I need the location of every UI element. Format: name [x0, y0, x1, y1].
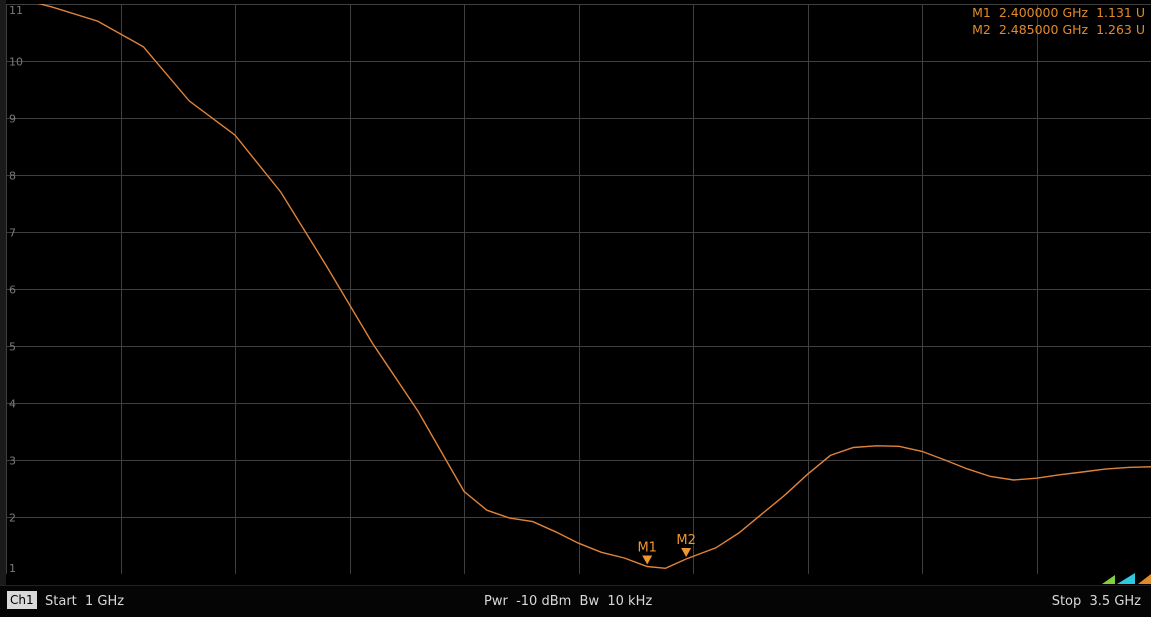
chart-svg: 11 10 9 8 7 6 5 4 3 2 1 M1 M2: [6, 4, 1151, 574]
scale-triangle-icon: [1117, 573, 1135, 584]
marker-readout: M1 2.400000 GHz 1.131 U M2 2.485000 GHz …: [972, 4, 1145, 38]
marker-triangle-icon[interactable]: [642, 555, 653, 565]
marker-name: M2: [972, 22, 991, 37]
y-tick-label: 2: [9, 512, 16, 525]
y-tick-label: 11: [9, 4, 23, 17]
marker-label: M1: [637, 541, 657, 556]
left-edge-bar: [0, 0, 6, 585]
power-bandwidth[interactable]: Pwr -10 dBm Bw 10 kHz: [484, 594, 653, 609]
marker-label: M2: [676, 533, 696, 548]
scale-triangle-icon: [1138, 574, 1151, 584]
marker-readout-row: M1 2.400000 GHz 1.131 U: [972, 4, 1145, 21]
y-tick-label: 6: [9, 284, 16, 297]
y-tick-label: 3: [9, 455, 16, 468]
marker-triangle-icon[interactable]: [681, 548, 692, 558]
marker-readout-row: M2 2.485000 GHz 1.263 U: [972, 21, 1145, 38]
measurement-trace: [37, 4, 1151, 570]
marker-name: M1: [972, 5, 991, 20]
y-tick-label: 9: [9, 113, 16, 126]
y-tick-label: 1: [9, 562, 16, 574]
marker-unit: U: [1135, 22, 1145, 37]
plot-area[interactable]: 11 10 9 8 7 6 5 4 3 2 1 M1 M2: [6, 4, 1151, 574]
marker-unit: U: [1135, 5, 1145, 20]
y-tick-label: 10: [9, 56, 23, 69]
marker-frequency-unit: GHz: [1062, 5, 1089, 20]
marker-value: 1.263: [1096, 22, 1132, 37]
channel-badge[interactable]: Ch1: [7, 591, 37, 609]
marker-layer: M1 M2: [637, 533, 696, 565]
y-tick-label: 8: [9, 170, 16, 183]
y-tick-label: 4: [9, 398, 16, 411]
stop-frequency[interactable]: Stop 3.5 GHz: [1051, 594, 1141, 609]
status-bar: Ch1 Start 1 GHz Pwr -10 dBm Bw 10 kHz St…: [0, 585, 1151, 617]
y-tick-label: 5: [9, 341, 16, 354]
marker-value: 1.131: [1096, 5, 1132, 20]
marker-frequency-unit: GHz: [1062, 22, 1089, 37]
grid: [6, 4, 1151, 574]
y-tick-label: 7: [9, 227, 16, 240]
scale-triangle-icon: [1102, 575, 1115, 584]
marker-frequency: 2.400000: [998, 5, 1059, 20]
y-tick-labels: 11 10 9 8 7 6 5 4 3 2 1: [9, 4, 23, 574]
marker-frequency: 2.485000: [998, 22, 1059, 37]
start-frequency[interactable]: Start 1 GHz: [45, 594, 125, 609]
